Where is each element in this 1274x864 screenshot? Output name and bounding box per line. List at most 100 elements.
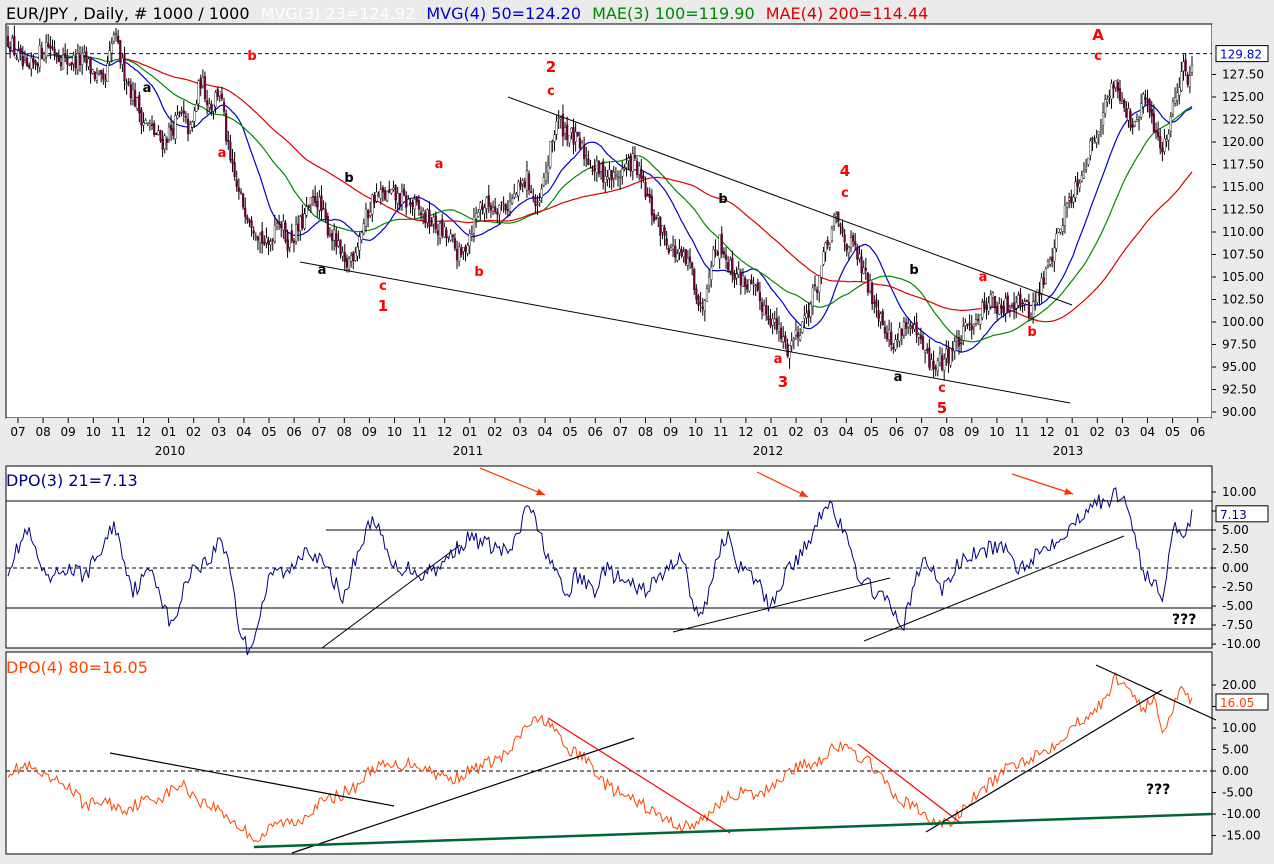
candle-body <box>407 199 410 206</box>
candle-body <box>66 57 69 65</box>
candle-body <box>83 52 86 56</box>
candle-body <box>517 181 520 196</box>
candle-body <box>1165 139 1168 142</box>
dpo3-last-label: 7.13 <box>1220 508 1247 522</box>
candle-body <box>1173 97 1177 104</box>
candle-body <box>136 97 139 109</box>
candle-body <box>737 269 740 275</box>
candle-body <box>993 295 997 309</box>
candle-body <box>1180 71 1183 91</box>
candle-body <box>555 121 558 135</box>
candle-body <box>383 189 387 200</box>
candle-body <box>1078 182 1081 188</box>
dpo4-support-line <box>253 812 1213 849</box>
candle-body <box>1061 225 1064 232</box>
candle-body <box>61 54 65 70</box>
price-tick-label: 127.50 <box>1222 68 1264 82</box>
candle-body <box>924 350 927 353</box>
candle-body <box>716 251 719 256</box>
candle-body <box>186 118 190 135</box>
candle-body <box>619 177 622 180</box>
candle-body <box>1167 133 1170 141</box>
candle-body <box>78 54 82 66</box>
candle-body <box>70 62 73 66</box>
month-tick-label: 01 <box>161 425 176 439</box>
candle-body <box>322 208 325 210</box>
candle-body <box>21 55 24 67</box>
candle-body <box>722 251 726 255</box>
candle-body <box>964 322 967 326</box>
candle-body <box>42 53 46 60</box>
candle-body <box>991 292 995 298</box>
candle-body <box>40 47 43 59</box>
dpo3-tick-label: -10.00 <box>1222 637 1261 651</box>
candle-body <box>523 181 526 188</box>
candle-body <box>1004 298 1007 314</box>
candle-body <box>917 334 920 338</box>
candle-body <box>320 195 323 212</box>
price-tick-label: 122.50 <box>1222 113 1264 127</box>
candle-body <box>750 279 753 284</box>
candle-body <box>996 306 999 315</box>
candle-body <box>436 230 440 236</box>
candle-body <box>392 187 395 190</box>
candle-body <box>593 167 596 171</box>
candle-body <box>121 57 124 65</box>
candle-body <box>174 115 177 140</box>
candle-body <box>1015 302 1018 309</box>
candle-body <box>866 272 870 293</box>
candle-body <box>612 171 615 179</box>
candle-body <box>809 303 812 318</box>
candle-body <box>343 252 346 262</box>
candle-body <box>1063 204 1067 227</box>
candle-body <box>1055 233 1058 249</box>
candle-body <box>1184 59 1187 72</box>
candle-body <box>1017 294 1020 306</box>
month-tick-label: 07 <box>613 425 628 439</box>
candle-body <box>434 215 437 230</box>
dpo3-trendline <box>672 577 891 633</box>
wave-label: a <box>979 270 988 285</box>
candle-body <box>574 131 577 142</box>
candle-body <box>940 355 944 370</box>
candle-body <box>496 211 499 215</box>
dpo4-tick-label: -10.00 <box>1222 807 1261 821</box>
candle-body <box>945 348 948 359</box>
candle-body <box>146 122 149 124</box>
candle-body <box>871 283 874 305</box>
candle-body <box>396 193 399 204</box>
candle-body <box>1036 289 1039 303</box>
candle-body <box>1178 87 1181 96</box>
dpo4-last-box <box>1215 693 1269 711</box>
upper-trendline <box>507 96 1073 306</box>
month-tick-label: 09 <box>61 425 76 439</box>
candle-body <box>972 324 975 327</box>
candle-body <box>657 215 660 218</box>
candle-body <box>568 135 571 144</box>
candle-body <box>494 206 497 212</box>
price-tick-label: 115.00 <box>1222 180 1264 194</box>
candle-body <box>324 209 327 219</box>
candle-body <box>201 77 204 86</box>
candle-body <box>305 206 308 216</box>
wave-label: 2 <box>546 58 556 76</box>
candle-body <box>885 332 889 340</box>
month-tick-label: 05 <box>1165 425 1180 439</box>
candle-body <box>712 249 715 267</box>
candle-body <box>472 216 476 234</box>
candle-body <box>970 325 973 331</box>
candle-body <box>896 339 899 342</box>
candle-body <box>525 170 529 191</box>
candle-body <box>570 127 573 133</box>
candle-body <box>843 234 846 243</box>
candle-body <box>746 284 749 290</box>
candle-body <box>1072 196 1075 203</box>
candle-body <box>536 204 539 207</box>
candle-body <box>635 160 639 175</box>
candle-body <box>1089 140 1092 156</box>
candle-body <box>341 251 344 257</box>
candle-body <box>1087 157 1090 165</box>
month-tick-label: 02 <box>788 425 803 439</box>
wave-label: b <box>718 192 727 207</box>
candle-body <box>661 225 664 233</box>
